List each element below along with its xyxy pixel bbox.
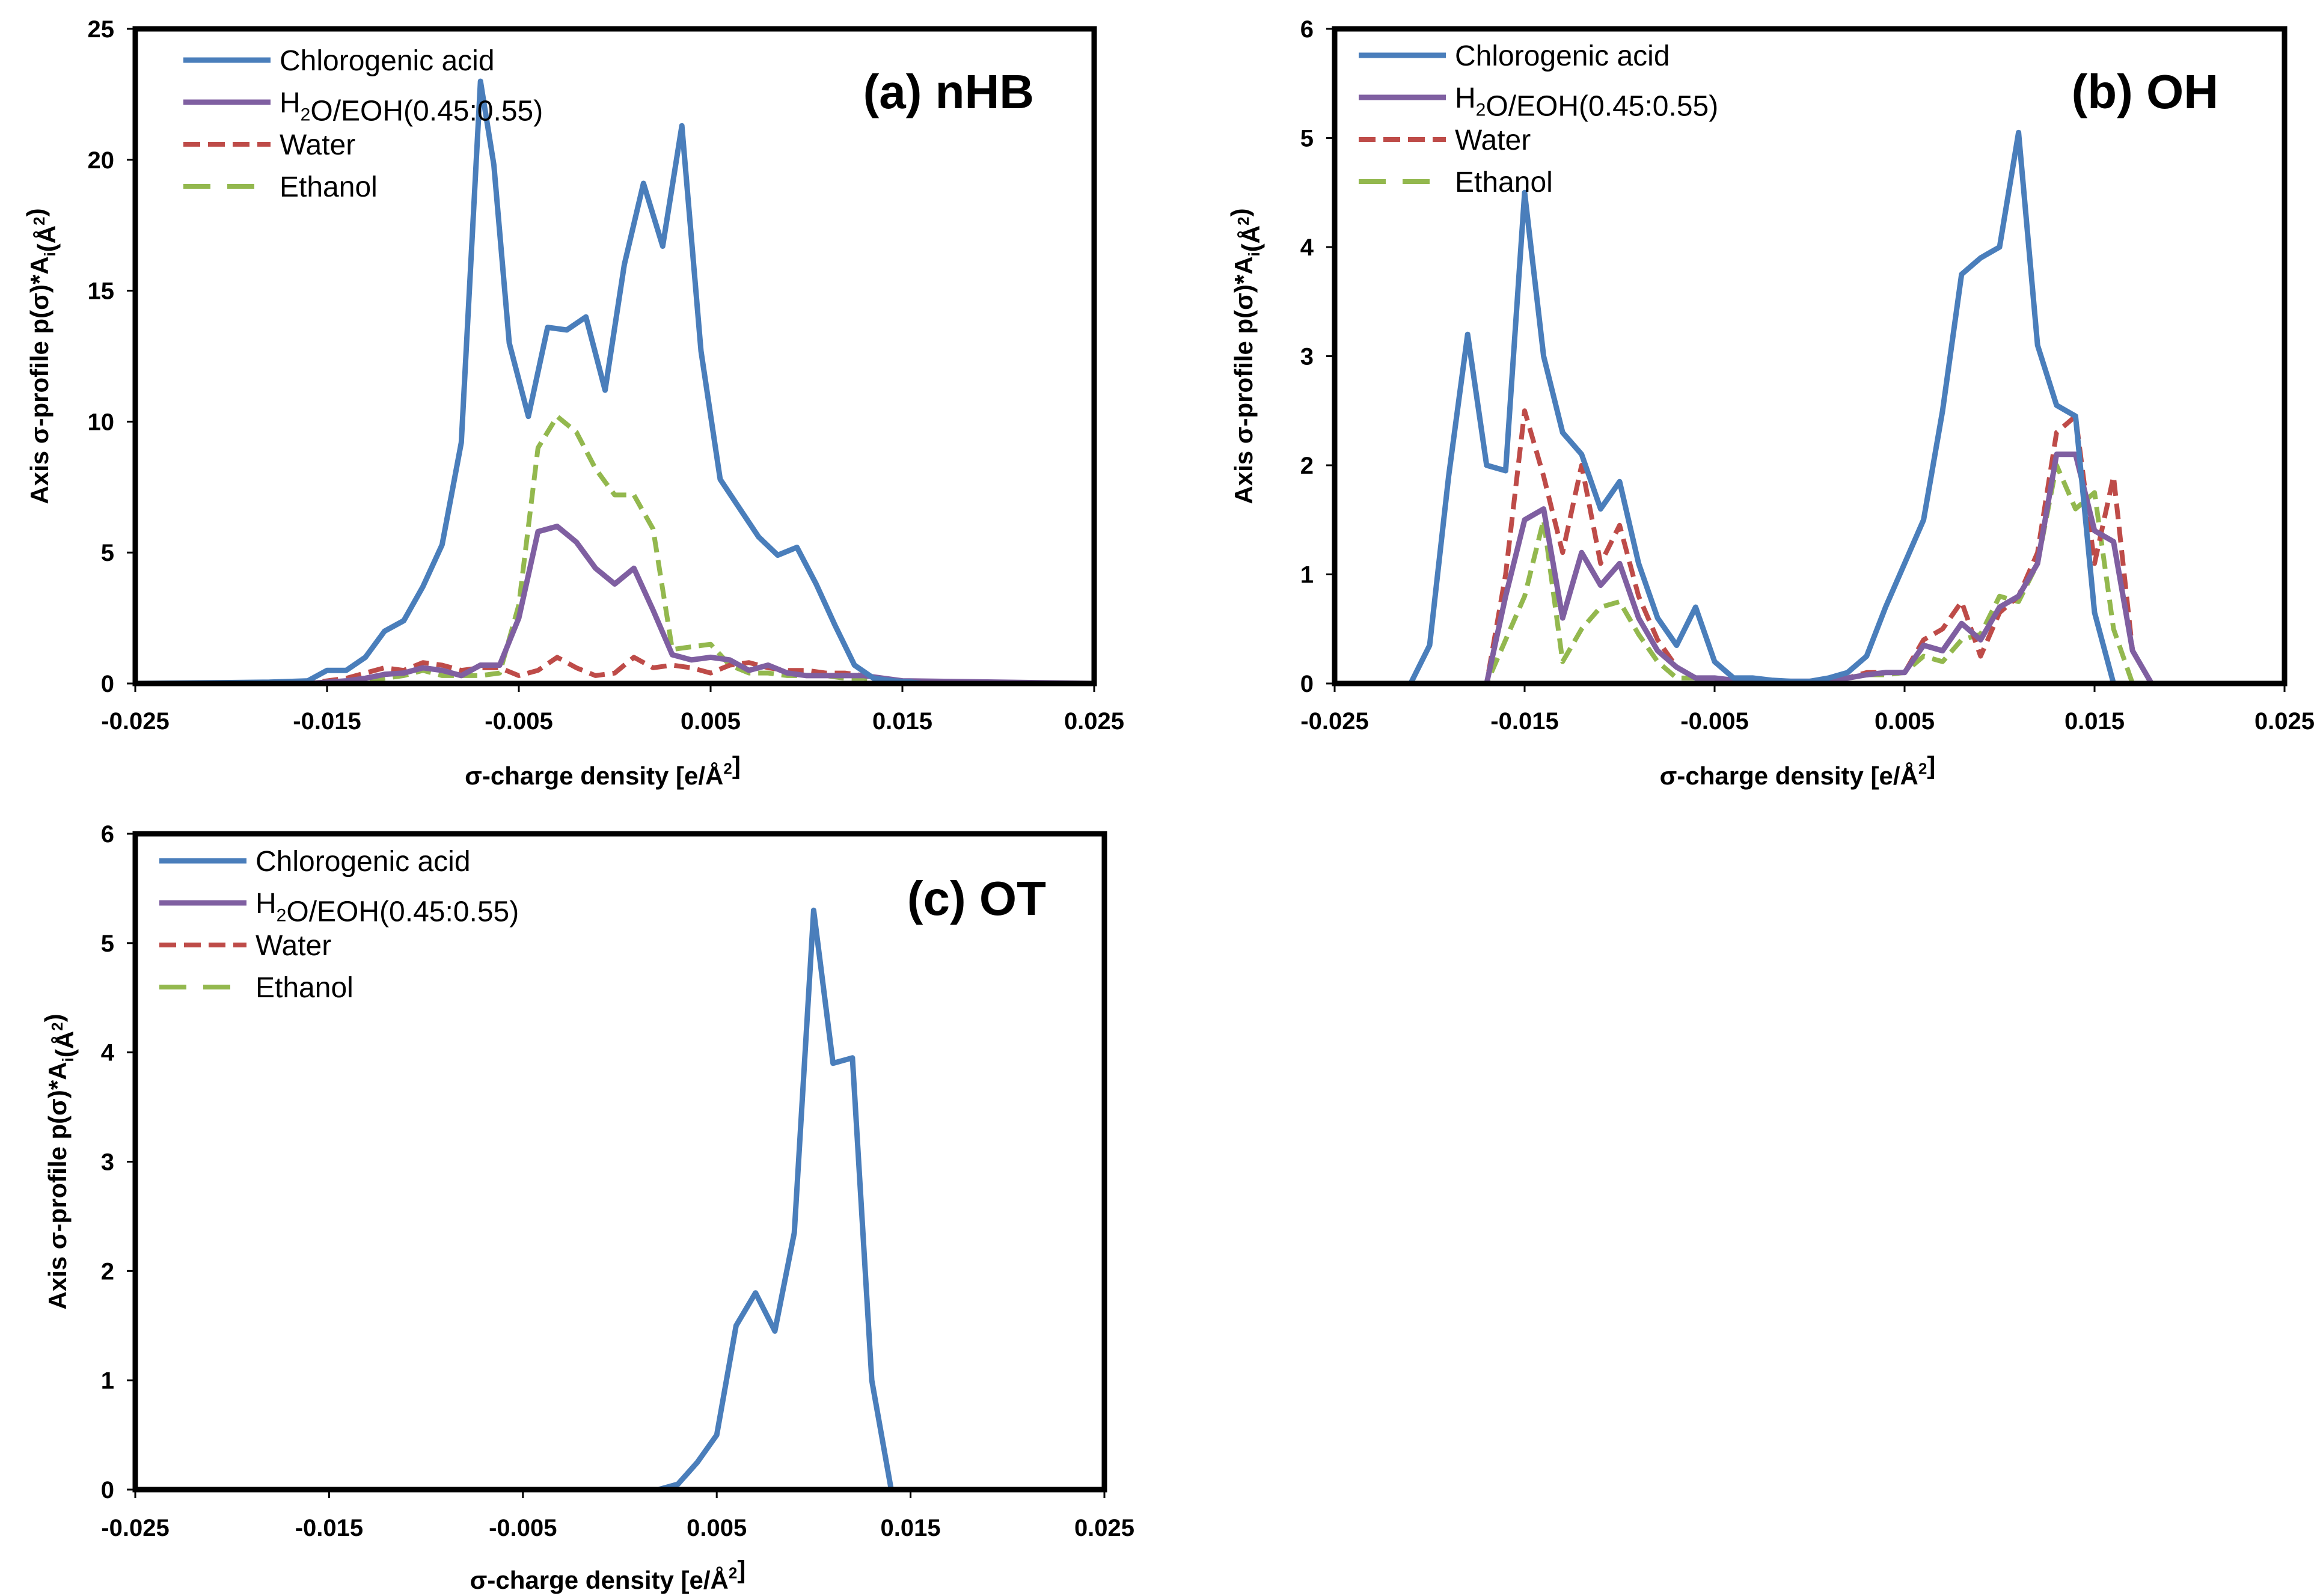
- series-line-chlorogenic-acid: [135, 78, 1094, 686]
- x-tick-label: -0.025: [101, 708, 169, 735]
- plot-frame: [132, 831, 1107, 1493]
- legend: Chlorogenic acid H2O/EOH(0.45:0.55)Water E…: [183, 45, 543, 203]
- x-tick-label: 0.015: [872, 708, 932, 735]
- x-tick-label: 0.015: [881, 1515, 941, 1541]
- y-tick-label: 25: [88, 16, 115, 43]
- panel-title: (c) OT: [907, 872, 1046, 925]
- panel-title: (a) nHB: [863, 65, 1034, 118]
- y-axis-title: Axis σ-profile p(σ)*Ai(Å2): [22, 208, 61, 504]
- legend-label: H2O/EOH(0.45:0.55): [256, 888, 519, 928]
- y-tick-label: 10: [88, 409, 115, 435]
- series-line-chlorogenic-acid: [1335, 129, 2285, 686]
- y-tick-label: 15: [88, 278, 115, 305]
- x-tick-label: -0.005: [485, 708, 552, 735]
- y-tick-label: 0: [101, 1477, 114, 1503]
- plot-frame: [1332, 26, 2288, 686]
- series-line-ethanol: [1335, 463, 2285, 686]
- y-tick-label: 20: [88, 147, 115, 174]
- legend-label: Chlorogenic acid: [256, 846, 471, 878]
- x-axis-title: σ-charge density [e/Å2]: [1660, 751, 1936, 790]
- x-tick-label: -0.025: [101, 1515, 169, 1541]
- y-tick-label: 2: [1300, 453, 1314, 479]
- series-line-h2o-eoh-0-45-0-55: [135, 524, 1095, 686]
- y-tick-label: 6: [101, 821, 114, 848]
- legend-label: Chlorogenic acid: [1455, 40, 1670, 72]
- x-tick-label: 0.025: [2254, 708, 2315, 735]
- y-tick-label: 3: [101, 1149, 114, 1176]
- y-axis-title: Axis σ-profile p(σ)*Ai(Å2): [1226, 208, 1265, 504]
- x-tick-label: -0.005: [489, 1515, 557, 1541]
- legend: Chlorogenic acid H2O/EOH(0.45:0.55)Water E…: [1359, 40, 1718, 198]
- panel-b-oh: 0 1 2 3 4 5 6 -0.025 -0.015 -0.005 0.005 0.015 0.025…: [1226, 16, 2315, 790]
- y-tick-label: 5: [101, 931, 114, 957]
- x-tick-label: -0.015: [1490, 708, 1558, 735]
- legend-label: Ethanol: [280, 171, 378, 203]
- x-axis-title: σ-charge density [e/Å2]: [465, 751, 741, 790]
- legend-label: Ethanol: [1455, 167, 1553, 198]
- y-tick-label: 3: [1300, 344, 1314, 370]
- x-tick-label: 0.015: [2064, 708, 2125, 735]
- x-tick-label: -0.025: [1300, 708, 1368, 735]
- y-tick-label: 5: [101, 540, 114, 566]
- series-line-water: [1335, 408, 2285, 686]
- legend-label: H2O/EOH(0.45:0.55): [280, 87, 543, 127]
- legend-label: Water: [256, 930, 331, 962]
- x-tick-label: 0.005: [1875, 708, 1935, 735]
- legend-label: Water: [1455, 124, 1531, 156]
- panel-title: (b) OH: [2072, 65, 2218, 118]
- plot-frame: [132, 26, 1097, 686]
- y-tick-label: 5: [1300, 126, 1314, 152]
- y-tick-label: 4: [101, 1040, 115, 1066]
- panel-a-nhb: 0 5 10 15 20 25 -0.025 -0.015 -0.005 0.005 0.015 0.…: [22, 16, 1124, 790]
- y-tick-label: 0: [101, 671, 114, 697]
- legend-label: H2O/EOH(0.45:0.55): [1455, 82, 1718, 122]
- y-tick-label: 1: [101, 1368, 114, 1394]
- y-tick-label: 2: [101, 1258, 114, 1285]
- x-tick-label: -0.015: [295, 1515, 363, 1541]
- x-tick-label: -0.015: [293, 708, 361, 735]
- legend-label: Water: [280, 129, 355, 161]
- series-line-ethanol: [135, 414, 1095, 686]
- x-tick-label: -0.005: [1680, 708, 1748, 735]
- x-tick-label: 0.005: [681, 708, 741, 735]
- legend-label: Chlorogenic acid: [280, 45, 495, 77]
- y-tick-label: 0: [1300, 671, 1314, 697]
- legend: Chlorogenic acid H2O/EOH(0.45:0.55)Water E…: [159, 846, 519, 1004]
- legend-label: Ethanol: [256, 972, 354, 1004]
- series-line-h2o-eoh-0-45-0-55: [1335, 451, 2285, 686]
- x-axis-title: σ-charge density [e/Å2]: [470, 1555, 746, 1594]
- panel-c-ot: 0 1 2 3 4 5 6 -0.025 -0.015 -0.005 0.005 0.015 0.025…: [40, 821, 1134, 1594]
- y-tick-label: 6: [1300, 16, 1314, 43]
- series-line-water: [135, 655, 1095, 686]
- y-tick-label: 4: [1300, 234, 1314, 261]
- x-tick-label: 0.025: [1064, 708, 1124, 735]
- y-axis-title: Axis σ-profile p(σ)*Ai(Å2): [40, 1014, 79, 1309]
- y-tick-label: 1: [1300, 562, 1314, 589]
- x-tick-label: 0.005: [687, 1515, 747, 1541]
- x-tick-label: 0.025: [1074, 1515, 1134, 1541]
- series-line-chlorogenic-acid: [135, 907, 1104, 1493]
